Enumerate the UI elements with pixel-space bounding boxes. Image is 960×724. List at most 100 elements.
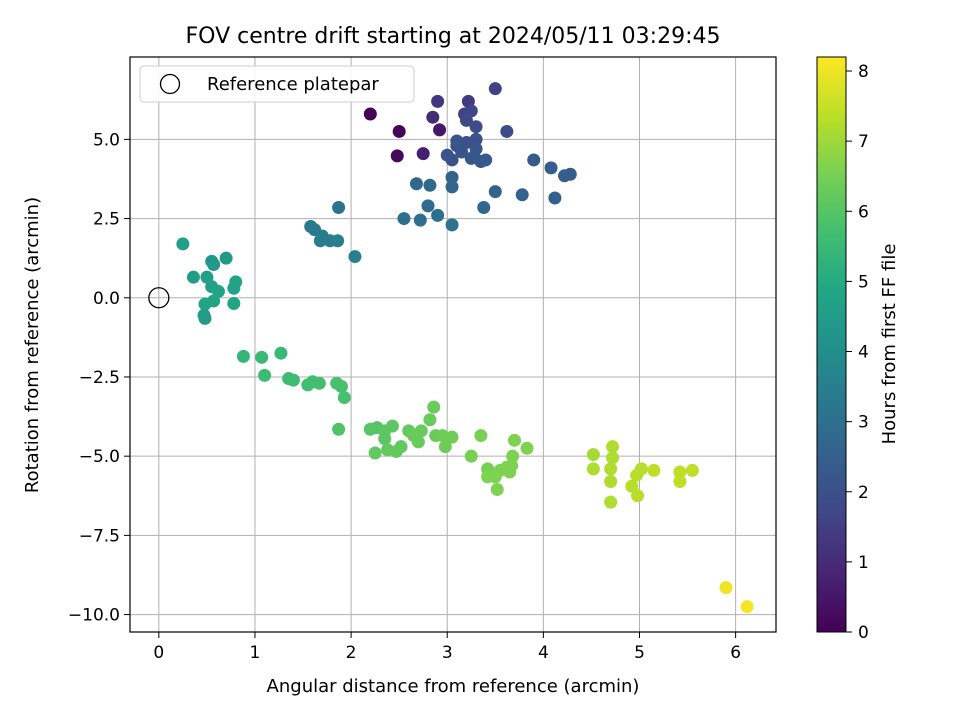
colorbar-tick-label: 4 [858,343,869,363]
x-axis-ticks: 0 1 2 3 4 5 6 [153,632,741,663]
data-point [625,479,639,493]
data-point [413,213,427,227]
data-point [433,123,447,137]
data-point [438,440,452,454]
data-point [563,167,577,181]
data-point [337,391,351,405]
data-point [455,145,469,159]
colorbar-tick-label: 7 [858,132,869,152]
data-point [236,349,250,363]
data-point [740,600,754,614]
data-point [673,475,687,489]
colorbar-tick-label: 2 [858,483,869,503]
data-point [227,296,241,310]
data-point [286,373,300,387]
x-tick-label: 2 [346,643,357,663]
data-point [435,429,449,443]
data-point [334,379,348,393]
colorbar: 0 1 2 3 4 5 6 7 8 Hours from first FF file [816,56,900,643]
data-point [505,459,519,473]
legend: Reference platepar [139,65,415,103]
data-point [520,441,534,455]
data-point [409,177,423,191]
y-axis-label: Rotation from reference (arcmin) [22,197,43,493]
data-point [255,350,269,364]
x-tick-label: 1 [250,643,261,663]
data-point [474,429,488,443]
colorbar-tick-label: 0 [858,623,869,643]
data-point [647,463,661,477]
data-point [445,170,459,184]
plot-frame [129,56,777,633]
data-point [445,180,459,194]
y-tick-label: 0.0 [93,289,120,309]
y-axis-ticks: −10.0 −7.5 −5.0 −2.5 0.0 2.5 5.0 [68,130,130,626]
data-point [469,132,483,146]
data-point [586,462,600,476]
data-point [604,475,618,489]
colorbar-label: Hours from first FF file [879,244,900,445]
data-point [450,134,464,148]
data-point [634,462,648,476]
data-point [431,94,445,108]
data-point [544,161,558,175]
legend-box [139,65,415,103]
data-point [604,462,618,476]
data-point [506,449,520,463]
data-point [363,107,377,121]
data-point [416,147,430,161]
y-tick-label: −2.5 [79,368,120,388]
data-point [445,218,459,232]
data-point [176,237,190,251]
data-point [258,368,272,382]
data-point [631,489,645,503]
data-point [469,120,483,134]
data-point [397,212,411,226]
data-point [426,110,440,124]
reference-platepar-marker [148,287,170,309]
data-point [411,435,425,449]
data-point [431,208,445,222]
data-point [274,346,288,360]
y-tick-label: 2.5 [93,210,120,230]
y-tick-label: 5.0 [93,130,120,150]
data-point [479,153,493,167]
data-point [414,424,428,438]
y-tick-label: −7.5 [79,526,120,546]
data-point [186,270,200,284]
data-point [606,451,620,465]
data-point [445,430,459,444]
data-point [331,234,345,248]
colorbar-ticks: 0 1 2 3 4 5 6 7 8 [846,62,869,643]
data-point [392,124,406,138]
colorbar-tick-label: 6 [858,202,869,222]
data-point [464,449,478,463]
colorbar-tick-label: 3 [858,413,869,433]
data-point [586,448,600,462]
legend-marker-reference-icon [159,73,181,95]
data-point [488,185,502,199]
data-point [368,446,382,460]
x-tick-label: 6 [730,643,741,663]
y-tick-label: −5.0 [79,447,120,467]
data-point [423,178,437,192]
colorbar-tick-label: 1 [858,553,869,573]
x-tick-label: 5 [634,643,645,663]
data-point [198,297,212,311]
data-point [445,153,459,167]
data-point [421,199,435,213]
data-point [348,250,362,264]
data-point [219,251,233,265]
data-point [227,281,241,295]
legend-entry-reference: Reference platepar [207,74,379,95]
data-point [467,150,481,164]
data-point [477,200,491,214]
data-point [548,191,562,205]
data-point [500,124,514,138]
data-point [378,432,392,446]
data-point [198,311,212,325]
data-point [490,482,504,496]
data-point [332,200,346,214]
data-point [390,149,404,163]
